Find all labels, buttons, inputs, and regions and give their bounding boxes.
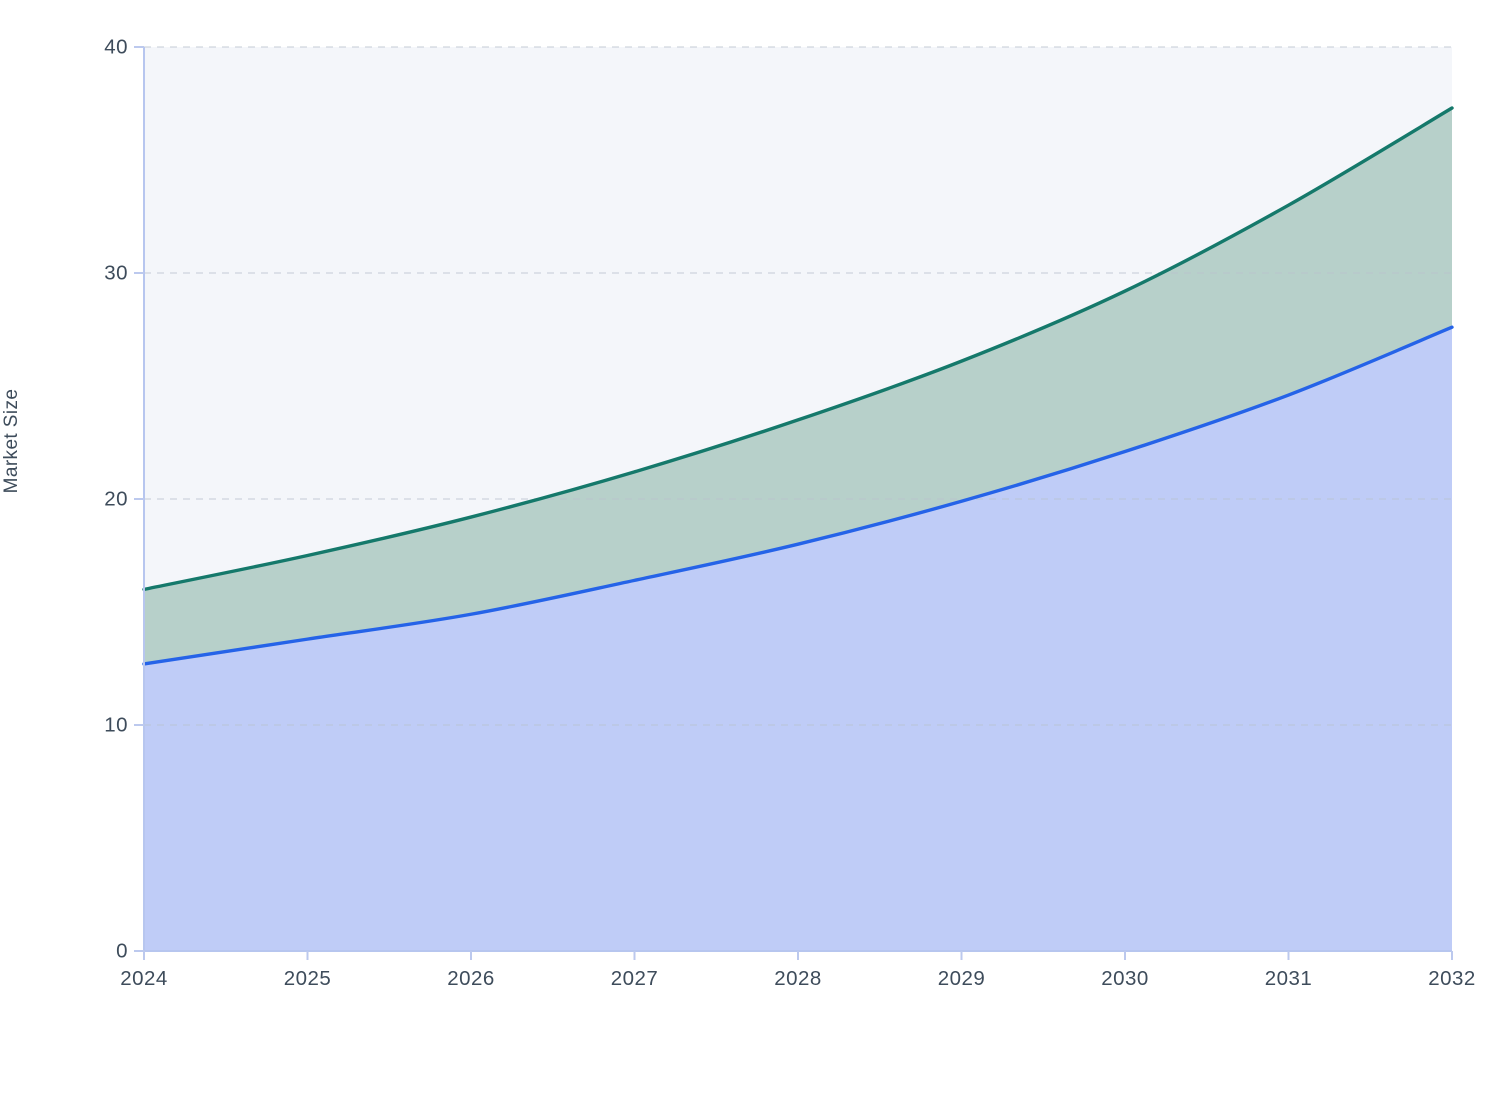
tick-mark-layer: [134, 46, 1453, 960]
y-tick-label: 10: [104, 714, 128, 737]
x-tick-label: 2029: [938, 967, 986, 990]
y-tick-label: 0: [116, 940, 128, 963]
line-layer: [142, 106, 1454, 666]
lower-band-line: [142, 325, 1454, 666]
gridline-layer: [144, 46, 1452, 726]
y-tick-label: 20: [104, 488, 128, 511]
y-tick-label: 30: [104, 262, 128, 285]
upper-band-line: [142, 106, 1454, 592]
y-tick-label: 40: [104, 36, 128, 59]
area-layer: [144, 108, 1452, 951]
x-tick-label: 2027: [611, 967, 659, 990]
x-tick-label: 2030: [1101, 967, 1149, 990]
x-tick-label: 2032: [1428, 967, 1476, 990]
lower-band-area: [144, 327, 1452, 951]
x-tick-label: 2025: [284, 967, 332, 990]
x-tick-label: 2031: [1265, 967, 1313, 990]
x-tick-label: 2026: [447, 967, 495, 990]
y-axis-title: Market Size: [1, 389, 22, 494]
x-tick-label: 2028: [774, 967, 822, 990]
x-tick-label: 2024: [120, 967, 168, 990]
